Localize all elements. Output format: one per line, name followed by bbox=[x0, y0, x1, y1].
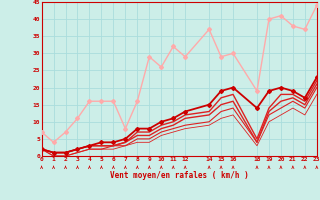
X-axis label: Vent moyen/en rafales ( km/h ): Vent moyen/en rafales ( km/h ) bbox=[110, 171, 249, 180]
